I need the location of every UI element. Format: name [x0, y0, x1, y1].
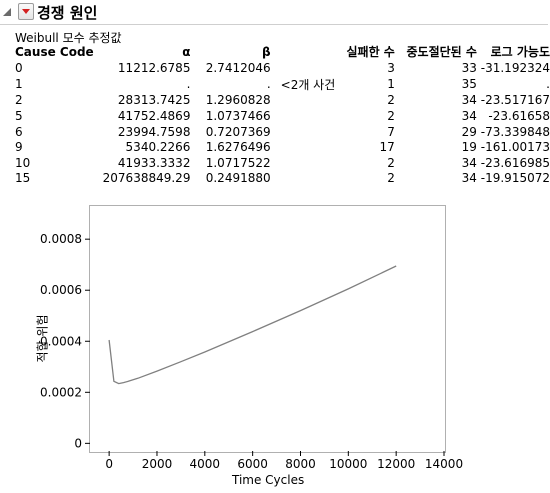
- cell-cause-code: 1: [15, 77, 23, 92]
- cell-note: <2개 사건: [280, 77, 336, 92]
- plot-frame: [89, 205, 446, 453]
- x-tick-label: 6000: [237, 457, 268, 471]
- y-tick-label: 0.0004: [40, 334, 82, 348]
- cell-alpha: .: [186, 77, 191, 92]
- col-header-failures: 실패한 수: [346, 45, 395, 59]
- col-header-censored: 중도절단된 수: [406, 45, 477, 59]
- cell-failures: 2: [387, 93, 395, 108]
- cell-beta: 1.0717522: [205, 155, 271, 170]
- x-tick-label: 4000: [190, 457, 221, 471]
- x-tick-label: 0: [105, 457, 113, 471]
- table-row: 1.. <2개 사건 1 35.: [15, 76, 550, 93]
- cell-beta: 2.7412046: [205, 60, 271, 75]
- cell-loglik: -19.915072: [480, 171, 550, 186]
- table-row: 6 23994.7598 0.7207369 7 29 -73.339848: [15, 124, 550, 140]
- table-row: 5 41752.4869 1.0737466 2 34 -23.61658: [15, 108, 550, 124]
- y-tick-label: 0.0002: [40, 385, 82, 399]
- cell-loglik: -161.00173: [480, 140, 550, 155]
- y-axis-label: 적합 위험: [35, 314, 50, 363]
- parameter-estimates-table: Cause Code α β 실패한 수 중도절단된 수 로그 가능도 0 112…: [15, 43, 550, 186]
- cell-alpha: 28313.7425: [117, 93, 191, 108]
- table-row: 2 28313.7425 1.2960828 2 34 -23.517167: [15, 93, 550, 109]
- table-row: 0 11212.6785 2.7412046 3 33 -31.192324: [15, 60, 550, 76]
- col-header-alpha: α: [182, 44, 191, 59]
- cell-beta: 0.7207369: [205, 124, 271, 139]
- x-axis-label: Time Cycles: [232, 473, 305, 487]
- cell-beta: 1.2960828: [205, 93, 271, 108]
- outline-header: 경쟁 원인: [0, 0, 548, 25]
- cell-failures: 2: [387, 108, 395, 123]
- hazard-line: [108, 265, 397, 385]
- cell-beta: 1.6276496: [205, 140, 271, 155]
- cell-cause-code: 15: [15, 171, 31, 186]
- cell-censored: 34: [461, 155, 477, 170]
- cell-failures: 7: [387, 124, 395, 139]
- cell-failures: 2: [387, 171, 395, 186]
- x-tick-label: 14000: [425, 457, 463, 471]
- cell-censored: 35: [461, 77, 477, 92]
- cell-censored: 34: [461, 93, 477, 108]
- report-title: 경쟁 원인: [37, 4, 98, 22]
- cell-alpha: 41933.3332: [117, 155, 191, 170]
- cell-beta: 0.2491880: [205, 171, 271, 186]
- cell-loglik: -23.517167: [480, 93, 550, 108]
- y-tick-label: 0.0008: [40, 232, 82, 246]
- cell-failures: 3: [387, 60, 395, 75]
- cell-alpha: 5340.2266: [125, 140, 191, 155]
- x-tick-label: 8000: [285, 457, 316, 471]
- x-tick-label: 2000: [142, 457, 173, 471]
- cell-cause-code: 9: [15, 140, 23, 155]
- cell-beta: 1.0737466: [205, 108, 271, 123]
- table-row: 15 207638849.29 0.2491880 2 34 -19.915072: [15, 171, 550, 187]
- cell-cause-code: 6: [15, 124, 23, 139]
- table-subtitle: Weibull 모수 추정값: [15, 31, 122, 45]
- red-triangle-menu-button[interactable]: [18, 3, 34, 20]
- table-header-row: Cause Code α β 실패한 수 중도절단된 수 로그 가능도: [15, 43, 550, 60]
- cell-loglik: -73.339848: [480, 124, 550, 139]
- cell-failures: 17: [379, 140, 395, 155]
- disclosure-triangle-icon[interactable]: [1, 4, 13, 18]
- table-row: 9 5340.2266 1.6276496 17 19 -161.00173: [15, 139, 550, 155]
- cell-failures: 1: [387, 77, 395, 92]
- cell-loglik: -23.61658: [488, 108, 550, 123]
- cell-loglik: -23.616985: [480, 155, 550, 170]
- col-header-loglik: 로그 가능도: [490, 45, 550, 59]
- col-header-beta: β: [262, 44, 271, 59]
- cell-censored: 33: [461, 60, 477, 75]
- cell-alpha: 41752.4869: [117, 108, 191, 123]
- cell-censored: 34: [461, 108, 477, 123]
- cell-loglik: -31.192324: [480, 60, 550, 75]
- cell-cause-code: 5: [15, 108, 23, 123]
- cell-cause-code: 2: [15, 93, 23, 108]
- table-row: 10 41933.3332 1.0717522 2 34 -23.616985: [15, 155, 550, 171]
- cell-censored: 34: [461, 171, 477, 186]
- cell-censored: 19: [461, 140, 477, 155]
- cell-censored: 29: [461, 124, 477, 139]
- cell-cause-code: 0: [15, 60, 23, 75]
- cell-failures: 2: [387, 155, 395, 170]
- cell-cause-code: 10: [15, 155, 31, 170]
- col-header-cause-code: Cause Code: [15, 44, 94, 59]
- cell-beta: .: [266, 77, 271, 92]
- cell-alpha: 207638849.29: [102, 171, 191, 186]
- y-tick-label: 0.0006: [40, 283, 82, 297]
- cell-alpha: 23994.7598: [117, 124, 191, 139]
- y-tick-label: 0: [74, 436, 82, 450]
- cell-alpha: 11212.6785: [117, 60, 191, 75]
- x-tick-label: 10000: [329, 457, 367, 471]
- cell-loglik: .: [546, 77, 550, 92]
- x-tick-label: 12000: [377, 457, 415, 471]
